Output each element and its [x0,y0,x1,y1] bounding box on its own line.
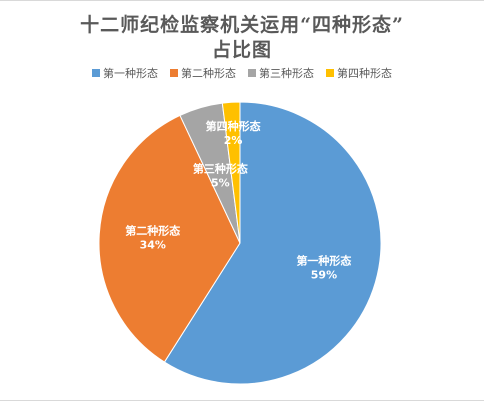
slice-percent-label-first-form: 59% [311,268,337,281]
slice-category-label-third-form: 第三种形态 [193,161,248,175]
legend-label-third-form: 第三种形态 [259,67,314,80]
pie-slice-second-form [98,114,241,363]
legend-label-second-form: 第二种形态 [181,67,236,80]
pie-slice-first-form [163,101,382,385]
legend-label-first-form: 第一种形态 [103,67,158,80]
legend-swatch-second-form [170,69,178,77]
legend-swatch-fourth-form [326,69,334,77]
legend-item-fourth-form: 第四种形态 [326,65,392,81]
pie-slice-fourth-form [221,101,241,244]
legend-item-third-form: 第三种形态 [248,65,314,81]
legend-swatch-first-form [92,69,100,77]
chart-legend: 第一种形态 第二种形态 第三种形态 第四种形态 [0,65,484,81]
legend-item-first-form: 第一种形态 [92,65,158,81]
chart-title-line-2: 占比图 [211,39,272,61]
legend-label-fourth-form: 第四种形态 [337,67,392,80]
slice-percent-label-fourth-form: 2% [224,134,243,147]
slice-category-label-fourth-form: 第四种形态 [206,119,261,133]
slice-category-label-second-form: 第二种形态 [125,224,180,238]
slice-percent-label-third-form: 5% [211,176,230,189]
top-border [0,0,484,1]
slice-category-label-first-form: 第一种形态 [296,253,351,267]
chart-title-line-1: 十二师纪检监察机关运用“四种形态” [80,14,404,36]
legend-swatch-third-form [248,69,256,77]
slice-percent-label-second-form: 34% [140,239,166,252]
legend-item-second-form: 第二种形态 [170,65,236,81]
